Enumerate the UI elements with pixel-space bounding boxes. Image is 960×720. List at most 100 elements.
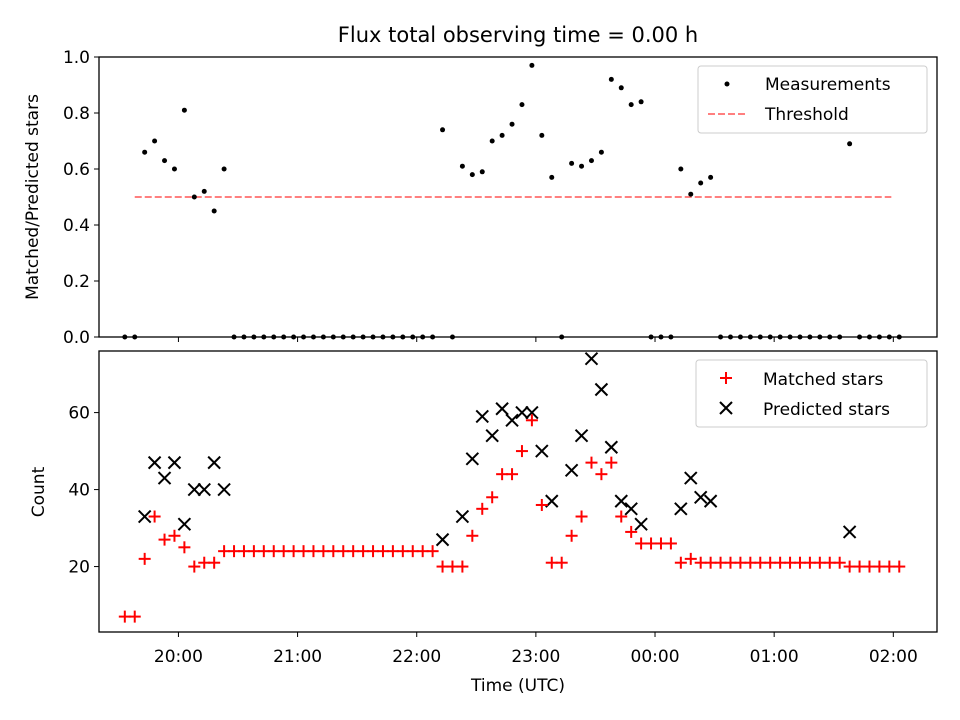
matched-stars-point (684, 552, 697, 565)
legend-predicted-label: Predicted stars (763, 400, 890, 420)
matched-stars-point (595, 468, 608, 481)
matched-stars-point (515, 445, 528, 458)
predicted-stars-point (684, 471, 698, 485)
measurement-point (191, 194, 197, 200)
matched-stars-point (893, 560, 906, 573)
predicted-stars-stroke (703, 494, 718, 508)
top-x-ticks (177, 337, 894, 342)
measurement-point (569, 160, 575, 166)
predicted-stars-stroke (574, 428, 589, 443)
top-y-tick-label: 0.8 (63, 104, 90, 124)
top-y-tick-label: 0.6 (63, 160, 90, 180)
measurement-point (588, 158, 594, 164)
predicted-stars-stroke (435, 532, 450, 547)
measurement-point (509, 121, 515, 127)
measurement-point (539, 132, 545, 138)
predicted-stars-point (574, 428, 589, 443)
predicted-stars-point (435, 532, 450, 547)
bottom-x-tick-label: 00:00 (631, 647, 680, 667)
bottom-y-tick-label: 40 (68, 481, 90, 501)
bottom-x-tick-label: 21:00 (273, 647, 322, 667)
matched-stars-point (664, 537, 677, 550)
matched-stars-point (486, 491, 499, 504)
predicted-stars-stroke (584, 351, 599, 366)
measurement-point (579, 163, 585, 169)
matched-stars-point (466, 529, 479, 542)
measurement-point (171, 166, 177, 172)
predicted-stars-stroke (624, 502, 638, 516)
top-y-tick-label: 0.0 (63, 328, 90, 348)
matched-stars-point (525, 414, 538, 427)
predicted-stars-stroke (674, 502, 688, 516)
predicted-stars-stroke (842, 525, 857, 539)
predicted-stars-point (564, 463, 579, 478)
predicted-stars-point (465, 452, 480, 466)
matched-stars-point (476, 502, 489, 515)
legend-predicted-marker (719, 401, 733, 415)
predicted-stars-point (475, 409, 489, 424)
predicted-stars-stroke (515, 405, 529, 420)
matched-stars-point (605, 456, 618, 469)
predicted-stars-point (187, 482, 202, 497)
matched-stars-point (575, 510, 588, 523)
predicted-stars-stroke (167, 455, 182, 470)
bottom-x-ticks: 20:00 21:00 22:00 23:00 00:00 01:00 02:00 (154, 632, 918, 667)
predicted-stars-stroke (525, 405, 539, 420)
top-y-ticks: 0.0 0.2 0.4 0.6 0.8 1.0 (63, 48, 99, 348)
predicted-stars-stroke (197, 482, 211, 497)
top-legend: Measurements Threshold (697, 65, 928, 134)
matched-stars-point (168, 529, 181, 542)
predicted-stars-stroke (147, 455, 162, 470)
measurement-point (489, 138, 495, 144)
predicted-stars-stroke (604, 440, 619, 454)
measurement-point (152, 138, 158, 144)
matched-stars-point (178, 541, 191, 554)
measurement-point (598, 149, 604, 155)
legend-matched-marker (720, 372, 732, 384)
legend-measurements-label: Measurements (765, 75, 891, 95)
matched-stars-point (426, 545, 439, 558)
predicted-stars-point (703, 494, 718, 508)
predicted-stars-stroke (485, 428, 499, 443)
predicted-stars-stroke (137, 509, 152, 524)
predicted-stars-point (217, 482, 231, 497)
matched-stars-point (625, 525, 638, 538)
bottom-y-tick-label: 20 (68, 558, 90, 578)
measurement-point (181, 107, 187, 113)
top-panel: Flux total observing time = 0.00 h Match… (23, 23, 938, 348)
predicted-stars-stroke (634, 517, 648, 531)
measurement-point (440, 127, 446, 133)
predicted-stars-stroke (455, 509, 470, 524)
measurement-point (678, 166, 684, 172)
predicted-stars-point (624, 502, 638, 516)
bottom-legend: Matched stars Predicted stars (695, 359, 928, 428)
bottom-x-tick-label: 23:00 (511, 647, 560, 667)
matched-stars-point (565, 529, 578, 542)
matched-stars-point (585, 456, 598, 469)
predicted-stars-point (515, 405, 529, 420)
measurement-point (459, 163, 465, 169)
legend-measurements-marker (724, 81, 730, 87)
predicted-stars-point (177, 517, 192, 531)
measurement-point (549, 174, 555, 180)
predicted-stars-stroke (535, 444, 549, 458)
predicted-stars-point (614, 494, 628, 508)
measurement-point (519, 102, 525, 108)
predicted-stars-stroke (217, 482, 231, 497)
top-y-tick-label: 0.4 (63, 216, 90, 236)
predicted-stars-stroke (187, 482, 202, 497)
bottom-y-ticks: 20 40 60 (68, 404, 99, 578)
matched-stars-point (148, 510, 161, 523)
measurement-point (628, 102, 634, 108)
chart-title: Flux total observing time = 0.00 h (338, 23, 698, 47)
predicted-stars-stroke (207, 455, 221, 470)
predicted-stars-stroke (614, 494, 628, 508)
matched-stars-point (615, 510, 628, 523)
measurement-point (201, 188, 207, 194)
measurement-point (847, 141, 853, 147)
predicted-stars-point (485, 428, 499, 443)
matched-stars-point (128, 610, 141, 623)
matched-stars-point (506, 468, 519, 481)
predicted-stars-point (167, 455, 182, 470)
